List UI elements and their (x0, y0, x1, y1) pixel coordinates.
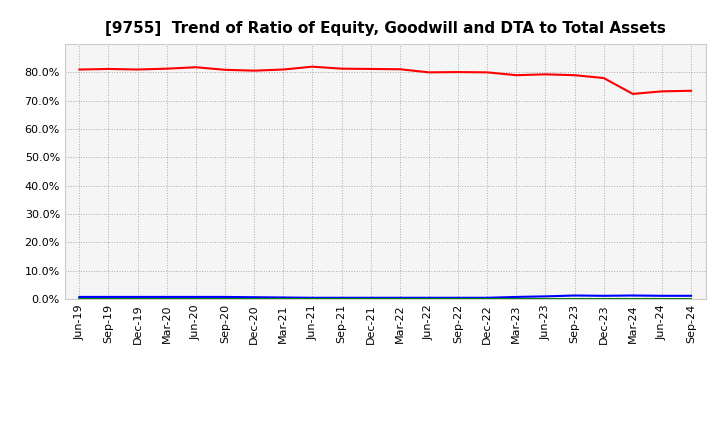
Equity (366, 66, 375, 72)
Equity (192, 65, 200, 70)
Equity (308, 64, 317, 70)
Legend: Equity, Goodwill, Deferred Tax Assets: Equity, Goodwill, Deferred Tax Assets (190, 438, 580, 440)
Equity (599, 75, 608, 81)
Goodwill (599, 293, 608, 298)
Line: Equity: Equity (79, 67, 691, 94)
Equity (454, 70, 462, 75)
Goodwill (279, 295, 287, 300)
Goodwill (483, 295, 492, 301)
Equity (687, 88, 696, 93)
Title: [9755]  Trend of Ratio of Equity, Goodwill and DTA to Total Assets: [9755] Trend of Ratio of Equity, Goodwil… (105, 21, 665, 36)
Deferred Tax Assets (425, 297, 433, 302)
Deferred Tax Assets (366, 297, 375, 302)
Goodwill (541, 294, 550, 299)
Deferred Tax Assets (599, 297, 608, 302)
Equity (541, 72, 550, 77)
Equity (570, 73, 579, 78)
Equity (483, 70, 492, 75)
Goodwill (425, 295, 433, 301)
Goodwill (163, 294, 171, 300)
Goodwill (104, 294, 113, 300)
Deferred Tax Assets (395, 297, 404, 302)
Deferred Tax Assets (337, 297, 346, 302)
Goodwill (454, 295, 462, 301)
Deferred Tax Assets (220, 297, 229, 302)
Equity (104, 66, 113, 72)
Deferred Tax Assets (483, 297, 492, 302)
Goodwill (570, 293, 579, 298)
Deferred Tax Assets (657, 297, 666, 302)
Deferred Tax Assets (250, 297, 258, 302)
Line: Goodwill: Goodwill (79, 296, 691, 298)
Equity (337, 66, 346, 71)
Goodwill (220, 294, 229, 300)
Equity (220, 67, 229, 73)
Goodwill (192, 294, 200, 300)
Deferred Tax Assets (163, 297, 171, 302)
Equity (512, 73, 521, 78)
Deferred Tax Assets (570, 297, 579, 302)
Deferred Tax Assets (104, 297, 113, 302)
Goodwill (308, 295, 317, 301)
Deferred Tax Assets (629, 297, 637, 302)
Deferred Tax Assets (308, 297, 317, 302)
Equity (133, 67, 142, 72)
Equity (425, 70, 433, 75)
Deferred Tax Assets (687, 297, 696, 302)
Equity (279, 67, 287, 72)
Deferred Tax Assets (75, 297, 84, 302)
Equity (395, 66, 404, 72)
Equity (163, 66, 171, 71)
Goodwill (75, 294, 84, 300)
Goodwill (512, 294, 521, 300)
Deferred Tax Assets (133, 297, 142, 302)
Deferred Tax Assets (541, 297, 550, 302)
Goodwill (250, 294, 258, 300)
Deferred Tax Assets (512, 297, 521, 302)
Goodwill (337, 295, 346, 301)
Equity (629, 91, 637, 96)
Equity (75, 67, 84, 72)
Deferred Tax Assets (279, 297, 287, 302)
Deferred Tax Assets (192, 297, 200, 302)
Equity (657, 89, 666, 94)
Equity (250, 68, 258, 73)
Goodwill (657, 293, 666, 298)
Goodwill (133, 294, 142, 300)
Goodwill (687, 293, 696, 298)
Goodwill (629, 293, 637, 298)
Goodwill (395, 295, 404, 301)
Goodwill (366, 295, 375, 301)
Deferred Tax Assets (454, 297, 462, 302)
